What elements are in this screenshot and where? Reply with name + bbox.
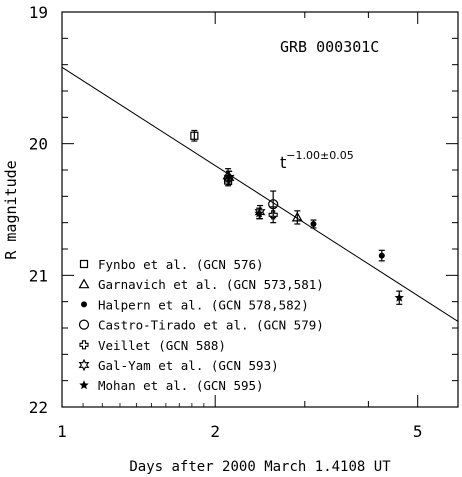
axis-tick-labels: 1 2 5 19 20 21 22 <box>29 3 423 441</box>
axis-ticks <box>61 11 459 408</box>
y-axis-label: R magnitude <box>2 160 20 259</box>
data-point-triangle <box>291 211 303 222</box>
data-point-square <box>190 131 199 140</box>
chart-title: GRB 000301C <box>280 38 379 56</box>
legend-entry-label: Gal-Yam et al. (GCN 593) <box>98 358 279 373</box>
x-axis-label: Days after 2000 March 1.4108 UT <box>129 459 391 475</box>
fit-label-exponent: −1.00±0.05 <box>286 149 353 162</box>
legend-marker-plus <box>79 340 89 350</box>
legend-entry-label: Mohan et al. (GCN 595) <box>98 378 264 393</box>
data-point-star5 <box>394 292 405 302</box>
y-tick-label: 21 <box>29 266 48 285</box>
data-point-star6 <box>223 171 235 185</box>
y-tick-label: 22 <box>29 398 48 417</box>
legend-marker-square <box>79 259 89 269</box>
data-point-star5 <box>254 208 264 218</box>
legend-entry-label: Halpern et al. (GCN 578,582) <box>98 297 309 312</box>
data-point-star6 <box>254 205 266 219</box>
legend-marker-star5 <box>79 380 89 390</box>
x-tick-label: 2 <box>210 422 220 441</box>
data-point-dot <box>310 220 317 227</box>
legend-marker-star6 <box>78 358 90 372</box>
y-tick-label: 19 <box>29 3 48 22</box>
legend-marker-dot <box>81 301 87 308</box>
legend-marker-circle <box>78 319 90 330</box>
data-point-plus <box>268 210 278 220</box>
plot-frame <box>61 11 459 408</box>
fit-line <box>61 66 459 322</box>
data-point-dot <box>378 252 385 259</box>
legend-entry-label: Castro-Tirado et al. (GCN 579) <box>98 318 324 333</box>
legend-entry-label: Fynbo et al. (GCN 576) <box>98 257 264 272</box>
legend-entry-label: Veillet (GCN 588) <box>98 338 226 353</box>
fit-label-base: t <box>280 153 286 172</box>
x-tick-label: 5 <box>413 422 423 441</box>
data-points <box>190 129 405 305</box>
legend: Fynbo et al. (GCN 576) Garnavich et al. (… <box>78 257 324 393</box>
legend-marker-triangle <box>78 278 90 289</box>
fit-label: t−1.00±0.05 <box>280 149 354 172</box>
x-tick-label: 1 <box>57 422 67 441</box>
y-tick-label: 20 <box>29 135 48 154</box>
legend-entry-label: Garnavich et al. (GCN 573,581) <box>98 277 324 292</box>
